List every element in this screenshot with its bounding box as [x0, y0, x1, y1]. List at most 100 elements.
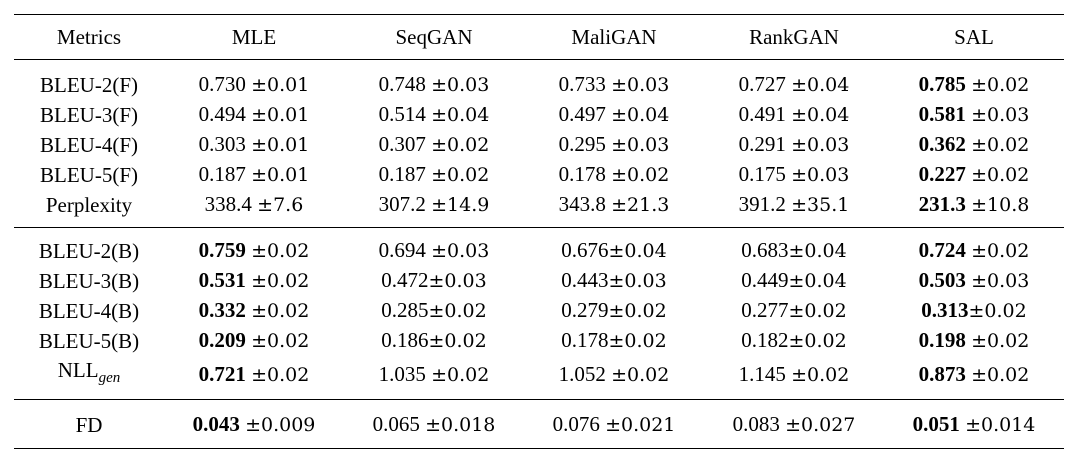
- std-value: ±0.02: [971, 134, 1030, 156]
- best-value: 0.785: [918, 72, 966, 96]
- mean-value: 0.065: [372, 412, 420, 437]
- value-cell: 0.497 ±0.04: [524, 100, 704, 130]
- value-cell: 0.733 ±0.03: [524, 60, 704, 101]
- mean-value: 0.472: [381, 268, 429, 292]
- table-row: BLEU-2(B) 0.759 ±0.02 0.694 ±0.03 0.676±0.0…: [14, 227, 1064, 266]
- metric-subscript: gen: [98, 370, 121, 387]
- mean-value: 0.748: [378, 72, 426, 96]
- std-value: ±0.03: [971, 104, 1030, 126]
- header-row: Metrics MLE SeqGAN MaliGAN RankGAN SAL: [14, 14, 1064, 60]
- mean-value: 338.4: [204, 192, 252, 216]
- value-cell: 1.145 ±0.02: [704, 356, 884, 400]
- header-maligan: MaliGAN: [524, 14, 704, 60]
- metric-label: BLEU-3(B): [14, 266, 164, 296]
- mean-value: 391.2: [738, 192, 786, 216]
- value-cell: 0.443±0.03: [524, 266, 704, 296]
- value-cell: 0.277±0.02: [704, 296, 884, 326]
- mean-value: 0.303: [198, 132, 246, 156]
- best-value: 0.209: [198, 328, 246, 352]
- std-value: ±0.02: [971, 74, 1030, 96]
- std-value: ±0.02: [971, 330, 1030, 352]
- value-cell: 343.8 ±21.3: [524, 190, 704, 228]
- mean-value: 0.279: [561, 298, 609, 322]
- table-row: BLEU-4(F) 0.303 ±0.01 0.307 ±0.02 0.295 ±0.…: [14, 130, 1064, 160]
- table-row: BLEU-4(B) 0.332 ±0.02 0.285±0.02 0.279±0.02…: [14, 296, 1064, 326]
- std-value: ±0.014: [965, 414, 1036, 437]
- value-cell: 0.748 ±0.03: [344, 60, 524, 101]
- std-value: ±0.04: [431, 104, 490, 126]
- mean-value: 1.052: [558, 361, 606, 386]
- std-value: ±0.04: [608, 240, 667, 262]
- value-cell: 0.785 ±0.02: [884, 60, 1064, 101]
- table-row: BLEU-5(B) 0.209 ±0.02 0.186±0.02 0.178±0.02…: [14, 326, 1064, 356]
- metric-name: BLEU-4(F): [40, 132, 138, 157]
- metric-name: BLEU-5(B): [38, 328, 140, 353]
- value-cell: 0.694 ±0.03: [344, 227, 524, 266]
- value-cell: 0.291 ±0.03: [704, 130, 884, 160]
- std-value: ±0.02: [251, 363, 310, 386]
- mean-value: 0.187: [198, 162, 246, 186]
- mean-value: 0.076: [552, 412, 600, 437]
- mean-value: 0.733: [558, 72, 606, 96]
- mean-value: 0.186: [381, 328, 429, 352]
- best-value: 0.198: [918, 328, 966, 352]
- mean-value: 0.175: [738, 162, 786, 186]
- value-cell: 0.494 ±0.01: [164, 100, 344, 130]
- value-cell: 0.727 ±0.04: [704, 60, 884, 101]
- std-value: ±0.02: [791, 363, 850, 386]
- best-value: 0.724: [918, 238, 966, 262]
- table-row: Perplexity 338.4 ±7.6 307.2 ±14.9 343.8 ±21…: [14, 190, 1064, 228]
- std-value: ±0.02: [608, 330, 667, 352]
- value-cell: 0.279±0.02: [524, 296, 704, 326]
- std-value: ±0.01: [251, 74, 310, 96]
- metric-name: Perplexity: [45, 192, 133, 217]
- std-value: ±0.02: [251, 240, 310, 262]
- std-value: ±0.02: [608, 300, 667, 322]
- std-value: ±0.009: [245, 414, 316, 437]
- metric-label: Perplexity: [14, 190, 164, 228]
- table-header: Metrics MLE SeqGAN MaliGAN RankGAN SAL: [14, 14, 1064, 60]
- value-cell: 0.531 ±0.02: [164, 266, 344, 296]
- metric-name: FD: [75, 412, 103, 437]
- metric-name: BLEU-5(F): [40, 162, 138, 187]
- value-cell: 0.187 ±0.02: [344, 160, 524, 190]
- table-row: BLEU-2(F) 0.730 ±0.01 0.748 ±0.03 0.733 ±0.…: [14, 60, 1064, 101]
- mean-value: 1.035: [378, 361, 426, 386]
- std-value: ±0.01: [251, 164, 310, 186]
- value-cell: 0.362 ±0.02: [884, 130, 1064, 160]
- value-cell: 0.724 ±0.02: [884, 227, 1064, 266]
- std-value: ±0.02: [611, 363, 670, 386]
- best-value: 0.873: [918, 361, 966, 386]
- std-value: ±0.02: [968, 300, 1027, 322]
- value-cell: 0.472±0.03: [344, 266, 524, 296]
- header-mle: MLE: [164, 14, 344, 60]
- std-value: ±0.03: [971, 270, 1030, 292]
- std-value: ±0.02: [611, 164, 670, 186]
- mean-value: 0.730: [198, 72, 246, 96]
- value-cell: 0.581 ±0.03: [884, 100, 1064, 130]
- value-cell: 0.043 ±0.009: [164, 399, 344, 449]
- std-value: ±0.02: [971, 363, 1030, 386]
- value-cell: 0.873 ±0.02: [884, 356, 1064, 400]
- best-value: 0.362: [918, 132, 966, 156]
- table-row: FD 0.043 ±0.009 0.065 ±0.018 0.076 ±0.021 0.…: [14, 399, 1064, 449]
- std-value: ±0.03: [611, 74, 670, 96]
- std-value: ±0.02: [788, 330, 847, 352]
- value-cell: 0.449±0.04: [704, 266, 884, 296]
- best-value: 0.721: [198, 361, 246, 386]
- std-value: ±0.01: [251, 104, 310, 126]
- value-cell: 0.186±0.02: [344, 326, 524, 356]
- table-row: NLLgen 0.721 ±0.02 1.035 ±0.02 1.052 ±0.02 1…: [14, 356, 1064, 400]
- std-value: ±0.03: [431, 240, 490, 262]
- mean-value: 0.491: [738, 102, 786, 126]
- metric-label: FD: [14, 399, 164, 449]
- std-value: ±0.02: [251, 300, 310, 322]
- value-cell: 0.303 ±0.01: [164, 130, 344, 160]
- mean-value: 0.494: [198, 102, 246, 126]
- std-value: ±0.04: [788, 240, 847, 262]
- std-value: ±0.03: [431, 74, 490, 96]
- value-cell: 0.313±0.02: [884, 296, 1064, 326]
- best-value: 0.581: [918, 102, 966, 126]
- metric-label: BLEU-4(B): [14, 296, 164, 326]
- mean-value: 0.083: [732, 412, 780, 437]
